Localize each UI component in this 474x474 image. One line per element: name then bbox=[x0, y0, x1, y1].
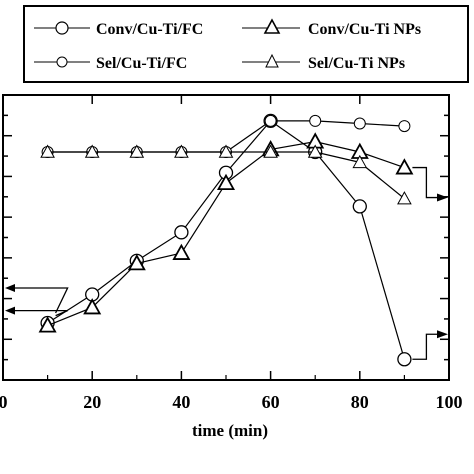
data-point bbox=[264, 114, 277, 127]
data-point bbox=[174, 144, 189, 158]
series-4 bbox=[40, 144, 412, 205]
legend-label-2: Conv/Cu-Ti NPs bbox=[308, 21, 421, 38]
data-point bbox=[353, 117, 366, 130]
data-point bbox=[84, 144, 100, 158]
x-axis-title: time (min) bbox=[192, 421, 268, 440]
x-tick-label: 0 bbox=[0, 392, 8, 412]
legend-label-3: Sel/Cu-Ti/FC bbox=[96, 55, 187, 72]
legend-label-1: Conv/Cu-Ti/FC bbox=[96, 21, 203, 38]
arrow-head bbox=[5, 306, 15, 315]
axis-arrow bbox=[412, 330, 448, 360]
series-2 bbox=[38, 132, 414, 333]
axis-arrows bbox=[5, 166, 448, 360]
data-point bbox=[395, 158, 414, 175]
data-point bbox=[174, 225, 189, 240]
legend-entry-1: Conv/Cu-Ti/FC bbox=[34, 21, 203, 38]
x-tick-label: 20 bbox=[83, 392, 101, 412]
legend-label-4: Sel/Cu-Ti NPs bbox=[308, 55, 405, 72]
arrow-head bbox=[437, 193, 448, 202]
data-point bbox=[309, 114, 322, 127]
data-point bbox=[218, 144, 234, 158]
data-point bbox=[129, 144, 145, 158]
data-point bbox=[397, 352, 412, 367]
data-point bbox=[263, 144, 278, 158]
data-point bbox=[83, 298, 102, 315]
y-axis-ticks bbox=[3, 114, 449, 361]
x-tick-label: 80 bbox=[351, 392, 369, 412]
legend: Conv/Cu-Ti/FC Conv/Cu-Ti NPs Sel/Cu-Ti/F… bbox=[23, 5, 469, 83]
data-point bbox=[398, 120, 411, 133]
x-tick-label: 40 bbox=[172, 392, 190, 412]
arrow-head bbox=[5, 284, 15, 292]
legend-marker-circle-small bbox=[56, 56, 68, 68]
legend-marker-circle bbox=[55, 21, 69, 35]
axis-arrow bbox=[5, 306, 68, 317]
axis-arrow bbox=[412, 166, 448, 202]
arrow-line bbox=[412, 166, 441, 199]
legend-marker-triangle-small bbox=[265, 53, 279, 68]
plot-border bbox=[2, 94, 450, 381]
data-point bbox=[38, 316, 57, 333]
data-point bbox=[172, 243, 191, 260]
legend-marker-triangle bbox=[263, 18, 281, 34]
legend-box bbox=[23, 5, 469, 83]
data-point bbox=[352, 199, 367, 214]
axis-arrow bbox=[5, 284, 69, 314]
series-layer bbox=[38, 113, 414, 367]
arrow-line bbox=[412, 333, 441, 360]
data-point bbox=[397, 191, 412, 205]
arrow-line bbox=[13, 309, 68, 317]
legend-entry-4: Sel/Cu-Ti NPs bbox=[242, 53, 405, 72]
data-point bbox=[127, 254, 146, 271]
x-tick-label: 100 bbox=[436, 392, 463, 412]
data-point bbox=[307, 144, 323, 158]
x-tick-label: 60 bbox=[262, 392, 280, 412]
arrow-line bbox=[13, 287, 69, 314]
legend-entry-3: Sel/Cu-Ti/FC bbox=[34, 55, 187, 72]
data-point bbox=[40, 144, 55, 158]
legend-entry-2: Conv/Cu-Ti NPs bbox=[242, 18, 421, 38]
x-axis-ticks: 0 20 40 60 80 100 bbox=[0, 95, 463, 412]
data-point bbox=[216, 173, 236, 190]
data-point bbox=[352, 154, 368, 169]
arrow-head bbox=[437, 330, 448, 339]
plot-frame bbox=[2, 94, 450, 381]
